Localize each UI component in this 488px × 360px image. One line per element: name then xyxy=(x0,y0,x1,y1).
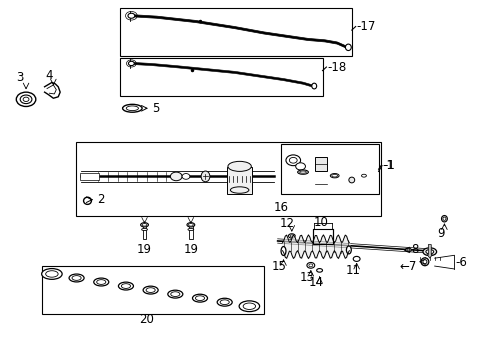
Ellipse shape xyxy=(420,258,428,266)
Text: -17: -17 xyxy=(356,20,375,33)
Bar xyxy=(281,144,378,194)
Text: 12: 12 xyxy=(279,217,294,230)
Ellipse shape xyxy=(239,301,259,312)
Bar xyxy=(227,167,251,194)
Bar xyxy=(315,157,327,171)
Text: 14: 14 xyxy=(307,276,323,289)
Ellipse shape xyxy=(195,296,204,301)
Ellipse shape xyxy=(121,284,130,288)
Ellipse shape xyxy=(192,294,207,302)
Ellipse shape xyxy=(41,269,62,279)
Ellipse shape xyxy=(186,223,194,227)
Text: 19: 19 xyxy=(137,243,152,256)
Text: 3: 3 xyxy=(17,71,24,84)
Ellipse shape xyxy=(422,248,436,256)
Circle shape xyxy=(16,92,36,107)
FancyArrow shape xyxy=(427,244,431,258)
Ellipse shape xyxy=(126,106,138,111)
Text: 4: 4 xyxy=(45,69,53,82)
Ellipse shape xyxy=(220,300,229,305)
Text: ←7: ←7 xyxy=(399,260,416,273)
Text: 11: 11 xyxy=(345,264,360,277)
Ellipse shape xyxy=(299,171,306,173)
Ellipse shape xyxy=(227,161,251,171)
Ellipse shape xyxy=(69,274,84,282)
Ellipse shape xyxy=(348,177,354,183)
Ellipse shape xyxy=(170,292,180,297)
Text: 8: 8 xyxy=(410,243,418,256)
Circle shape xyxy=(295,163,305,170)
Text: 5: 5 xyxy=(152,102,159,115)
Bar xyxy=(188,225,192,239)
Circle shape xyxy=(352,256,359,261)
Ellipse shape xyxy=(45,271,58,277)
Ellipse shape xyxy=(141,223,148,227)
Ellipse shape xyxy=(243,303,255,310)
Text: 2: 2 xyxy=(97,193,104,206)
Bar xyxy=(42,266,264,315)
Ellipse shape xyxy=(405,248,410,252)
Circle shape xyxy=(20,95,32,104)
Ellipse shape xyxy=(142,228,147,230)
Ellipse shape xyxy=(188,224,193,226)
Bar xyxy=(76,142,380,216)
Ellipse shape xyxy=(406,249,409,251)
Text: 9: 9 xyxy=(436,226,444,239)
Ellipse shape xyxy=(97,280,105,284)
Bar xyxy=(120,8,351,56)
Ellipse shape xyxy=(425,249,433,254)
Bar xyxy=(120,58,322,96)
Circle shape xyxy=(128,61,134,66)
Ellipse shape xyxy=(122,104,142,112)
Circle shape xyxy=(289,157,297,163)
Ellipse shape xyxy=(311,83,316,89)
Text: -1: -1 xyxy=(382,159,394,172)
Text: -6: -6 xyxy=(455,256,467,269)
Circle shape xyxy=(308,264,312,267)
Ellipse shape xyxy=(230,187,248,193)
Bar xyxy=(142,225,146,239)
Ellipse shape xyxy=(441,216,447,222)
Bar xyxy=(312,229,332,244)
Ellipse shape xyxy=(346,246,350,254)
Text: -18: -18 xyxy=(327,60,346,73)
Ellipse shape xyxy=(289,235,293,237)
Bar xyxy=(80,173,99,180)
Circle shape xyxy=(23,97,29,102)
Ellipse shape xyxy=(72,276,81,280)
Text: 16: 16 xyxy=(273,202,288,215)
Ellipse shape xyxy=(288,234,295,238)
Ellipse shape xyxy=(94,278,108,286)
Ellipse shape xyxy=(442,217,445,220)
Ellipse shape xyxy=(217,298,232,306)
Ellipse shape xyxy=(281,247,285,256)
Circle shape xyxy=(306,262,314,268)
Ellipse shape xyxy=(330,174,338,178)
Ellipse shape xyxy=(345,44,350,50)
Circle shape xyxy=(182,174,189,179)
Ellipse shape xyxy=(361,174,366,177)
Ellipse shape xyxy=(316,269,322,272)
Ellipse shape xyxy=(331,175,337,177)
Circle shape xyxy=(170,172,182,181)
Text: 19: 19 xyxy=(183,243,198,256)
Ellipse shape xyxy=(118,282,133,290)
Ellipse shape xyxy=(422,260,426,264)
Text: 20: 20 xyxy=(139,312,154,326)
Ellipse shape xyxy=(187,228,193,230)
Circle shape xyxy=(128,13,135,18)
Ellipse shape xyxy=(83,197,91,204)
Text: 15: 15 xyxy=(272,260,286,273)
Text: -1: -1 xyxy=(381,159,393,172)
Ellipse shape xyxy=(167,290,183,298)
Text: 10: 10 xyxy=(313,216,328,229)
Ellipse shape xyxy=(143,286,158,294)
Ellipse shape xyxy=(146,288,155,292)
Ellipse shape xyxy=(201,171,209,182)
Ellipse shape xyxy=(142,224,147,226)
Circle shape xyxy=(285,155,300,166)
Text: 13: 13 xyxy=(299,271,314,284)
Ellipse shape xyxy=(297,170,308,174)
